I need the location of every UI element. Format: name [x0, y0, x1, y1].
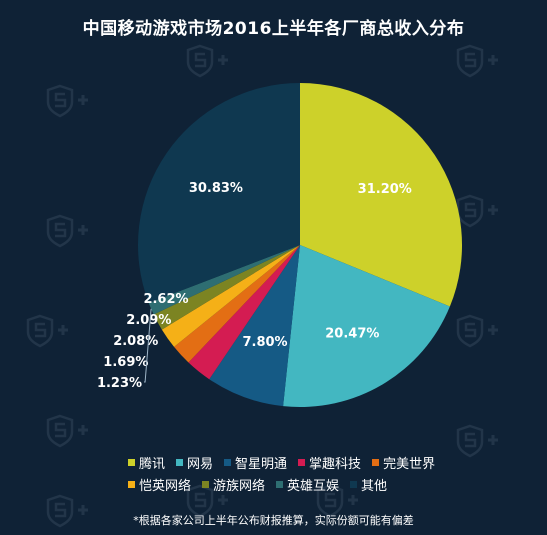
- legend-swatch: [128, 458, 135, 466]
- slice-label-0: 31.20%: [358, 182, 412, 197]
- legend-swatch: [350, 480, 358, 488]
- pie-slice-1: [283, 245, 450, 407]
- slice-label-4: 2.09%: [126, 313, 171, 328]
- legend-label: 游族网络: [213, 478, 266, 494]
- pie-slice-6: [153, 245, 300, 330]
- legend-label: 腾讯: [139, 456, 166, 472]
- legend-label: 智星明通: [235, 456, 288, 472]
- legend-item-1: 网易: [176, 451, 213, 473]
- legend-item-5: 恺英网络: [128, 473, 191, 495]
- slice-label-3: 2.62%: [143, 292, 188, 307]
- legend-item-2: 智星明通: [224, 451, 287, 473]
- slice-label-8: 30.83%: [189, 181, 243, 196]
- pie-slice-2: [209, 245, 300, 407]
- slice-label-7: 1.23%: [97, 376, 142, 391]
- pie-slice-7: [148, 245, 300, 315]
- chart-title: 中国移动游戏市场2016上半年各厂商总收入分布: [82, 19, 465, 39]
- legend-item-7: 英雄互娱: [276, 473, 339, 495]
- pie-slice-4: [174, 245, 300, 363]
- slice-label-1: 20.47%: [325, 327, 379, 342]
- legend-label: 网易: [187, 456, 214, 472]
- slice-label-2: 7.80%: [242, 335, 287, 350]
- legend-swatch: [372, 458, 380, 466]
- legend-label: 其他: [361, 478, 388, 494]
- legend-swatch: [224, 458, 232, 466]
- pie-slice-8: [137, 82, 300, 303]
- slice-label-6: 1.69%: [103, 355, 148, 370]
- legend-swatch: [298, 458, 306, 466]
- pie-slice-3: [188, 245, 300, 380]
- legend-swatch: [176, 458, 184, 466]
- legend-item-8: 其他: [350, 473, 387, 495]
- pie-slice-0: [300, 83, 462, 307]
- legend-swatch: [202, 480, 210, 488]
- legend-item-6: 游族网络: [202, 473, 265, 495]
- footnote: *根据各家公司上半年公布财报推算，实际份额可能有偏差: [133, 514, 414, 527]
- legend-label: 掌趣科技: [309, 456, 362, 472]
- leader-line-7: [144, 308, 152, 383]
- legend-label: 恺英网络: [139, 478, 192, 494]
- legend-item-4: 完美世界: [372, 451, 435, 473]
- legend-item-0: 腾讯: [128, 451, 165, 473]
- legend-label: 英雄互娱: [287, 478, 340, 494]
- legend: 腾讯 网易 智星明通 掌趣科技 完美世界恺英网络 游族网络 英雄互娱 其他: [128, 451, 498, 495]
- pie-slice-5: [161, 245, 300, 347]
- legend-item-3: 掌趣科技: [298, 451, 361, 473]
- legend-swatch: [128, 480, 135, 488]
- legend-swatch: [276, 480, 284, 488]
- slice-label-5: 2.08%: [113, 334, 158, 349]
- legend-label: 完美世界: [383, 456, 436, 472]
